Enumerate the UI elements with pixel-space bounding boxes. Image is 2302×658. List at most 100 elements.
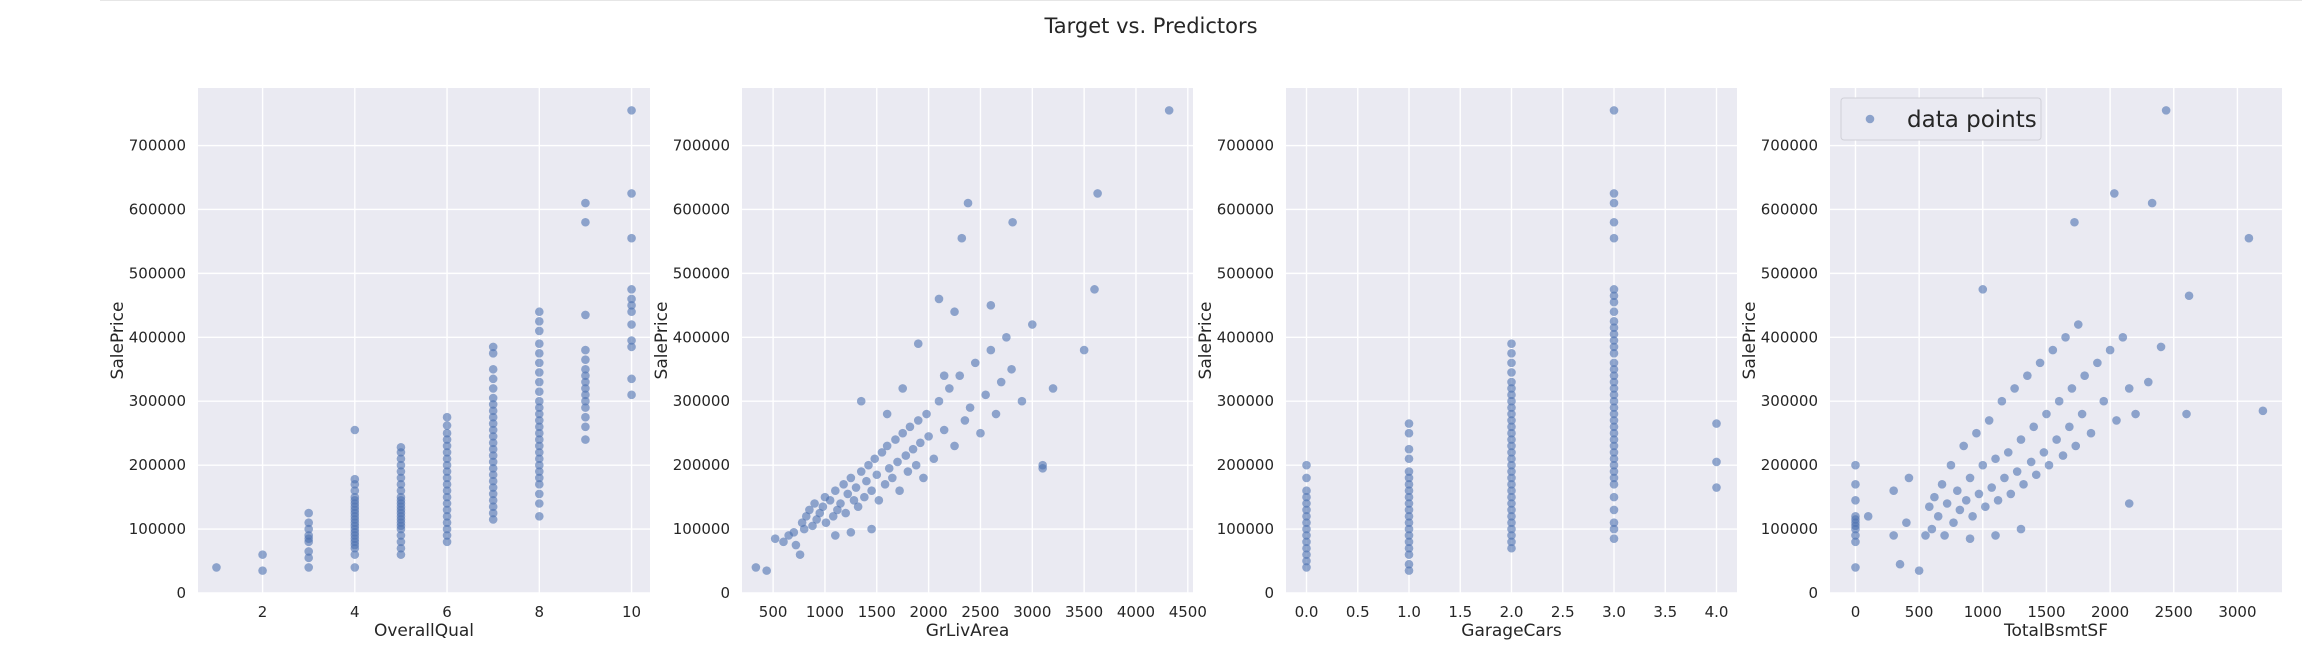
data-point [1002,333,1011,342]
data-point [805,505,814,515]
data-point [1863,511,1873,521]
data-point [991,409,1001,419]
data-point [901,451,911,460]
y-tick-label: 200000 [129,456,186,474]
data-point [1978,285,1988,294]
data-point [1997,396,2007,406]
legend-label: data points [1907,107,2037,133]
data-point [970,358,980,368]
data-point [789,527,799,537]
data-point [535,454,544,464]
data-point [2124,499,2134,508]
data-point [442,531,452,540]
data-point [488,483,498,492]
data-point [488,342,498,352]
y-tick-label: 100000 [673,520,730,538]
data-point [1302,460,1311,470]
data-point [488,464,498,473]
data-point [864,460,873,470]
y-tick-label: 700000 [1217,137,1274,155]
x-tick-label: 0.5 [1346,603,1370,621]
data-point [488,406,498,416]
data-point [1609,371,1619,380]
data-point [2042,409,2051,419]
data-point [1974,489,1984,499]
data-point [535,368,544,377]
data-point [1404,543,1414,553]
data-point [1302,473,1311,483]
data-point [488,457,498,467]
data-point [895,486,904,496]
data-point [1302,524,1311,534]
data-point [1609,323,1619,333]
data-point [833,505,842,515]
data-point [1851,496,1860,505]
data-point [304,524,313,534]
data-point [535,377,544,387]
data-point [2110,189,2119,198]
data-point [442,486,452,496]
y-tick-label: 700000 [673,137,730,155]
data-point [1507,454,1516,464]
data-point [2000,473,2009,483]
data-point [442,435,452,444]
data-point [2029,422,2039,432]
data-point [2010,384,2019,393]
x-tick-label: 4 [350,603,360,621]
data-point [488,508,498,518]
data-point [1302,518,1311,527]
data-point [535,489,544,499]
x-tick-label: 8 [535,603,545,621]
data-point [1404,566,1414,575]
data-point [304,553,313,563]
x-tick-label: 2.5 [1551,603,1575,621]
x-tick-label: 2000 [2091,603,2129,621]
data-point [304,518,313,527]
data-point [898,428,908,438]
y-tick-label: 100000 [1217,520,1274,538]
data-point [1609,390,1619,400]
data-point [939,425,949,435]
data-point [1404,419,1414,428]
data-point [1609,396,1619,406]
data-point [442,412,452,422]
scatter-series [212,106,636,575]
x-tick-label: 3500 [1065,603,1103,621]
data-point [1507,416,1516,425]
data-point [1048,384,1058,393]
data-point [1609,106,1619,115]
data-point [442,511,452,521]
data-point [488,412,498,422]
data-point [2086,428,2096,438]
data-point [903,467,913,476]
data-point [1404,473,1414,483]
data-point [1991,531,2000,540]
data-point [1609,409,1619,419]
plot-area [742,88,1193,593]
data-point [963,198,973,208]
data-point [1987,483,1997,492]
data-point [1507,441,1516,451]
data-point [2156,342,2166,352]
x-axis-label: TotalBsmtSF [2003,621,2108,641]
scatter-series [1851,106,2268,575]
data-point [1507,524,1516,534]
data-point [1302,531,1311,540]
data-point [1507,384,1516,393]
data-point [581,412,590,422]
x-tick-label: 3.5 [1653,603,1677,621]
y-tick-label: 500000 [673,264,730,282]
data-point [893,457,902,467]
data-point [846,473,856,483]
y-tick-label: 200000 [673,456,730,474]
data-point [1507,492,1516,502]
data-point [1609,448,1619,457]
data-point [1937,480,1947,489]
data-point [2054,396,2064,406]
data-point [1507,358,1516,368]
y-tick-label: 600000 [1761,200,1818,218]
data-point [488,374,498,384]
data-point [877,448,887,457]
data-point [1965,534,1975,543]
data-point [1981,502,1990,512]
